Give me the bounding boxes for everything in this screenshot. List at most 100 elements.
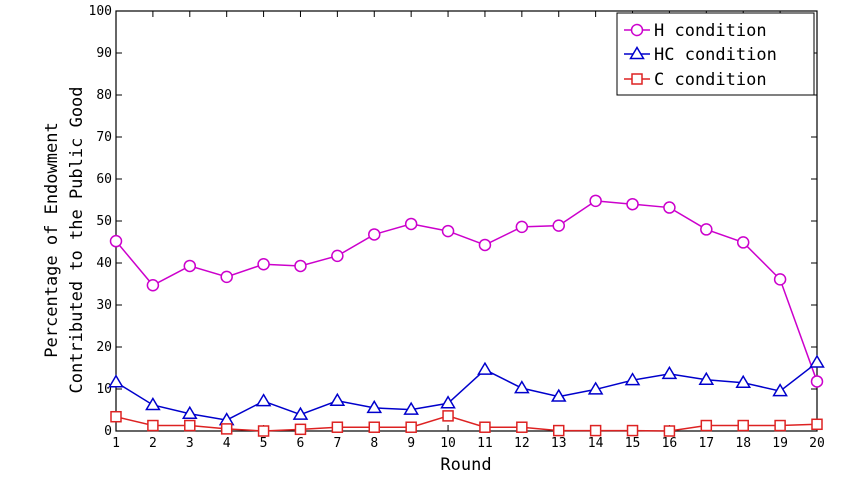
x-tick-label: 11 <box>477 436 493 451</box>
data-point <box>663 201 676 214</box>
legend-item-c: C condition <box>624 70 767 90</box>
x-tick-label: 7 <box>333 436 341 451</box>
x-tick-label: 19 <box>772 436 788 451</box>
data-point <box>698 371 715 386</box>
data-point <box>329 392 346 407</box>
x-tick-label: 8 <box>370 436 378 451</box>
data-point <box>589 424 602 437</box>
data-point <box>552 219 565 232</box>
y-tick-label: 10 <box>96 382 112 397</box>
data-point <box>479 421 491 433</box>
data-point <box>737 419 749 432</box>
y-tick-label: 70 <box>96 130 112 145</box>
data-point <box>809 354 825 368</box>
data-point <box>514 380 530 394</box>
series-line <box>115 415 818 432</box>
data-point <box>368 228 381 241</box>
series-layer <box>108 194 825 437</box>
data-point <box>773 273 787 286</box>
x-tick-label: 13 <box>551 436 567 451</box>
data-point <box>626 197 639 211</box>
data-point <box>331 421 344 433</box>
data-point <box>109 234 123 248</box>
y-tick-label: 20 <box>96 340 112 355</box>
series-1 <box>109 194 824 388</box>
y-tick-label: 90 <box>96 46 112 61</box>
data-point <box>147 419 159 432</box>
data-point <box>810 375 824 388</box>
legend-item-h: H condition <box>624 21 767 41</box>
data-point <box>183 259 197 273</box>
x-tick-label: 5 <box>260 436 268 451</box>
data-point <box>516 421 528 433</box>
x-tick-label: 2 <box>149 436 157 451</box>
data-point <box>331 249 344 263</box>
y-tick-label: 100 <box>89 4 112 19</box>
legend-marker-hc <box>629 46 645 60</box>
series-3 <box>110 410 823 437</box>
data-point <box>257 258 270 271</box>
legend-marker-c <box>631 73 643 85</box>
x-tick-label: 14 <box>588 436 604 451</box>
y-axis-title-line-2: Contributed to the Public Good <box>67 86 87 393</box>
legend-item-hc: HC condition <box>624 45 777 65</box>
x-tick-label: 3 <box>186 436 194 451</box>
data-point <box>403 401 419 415</box>
x-tick-label: 20 <box>809 436 825 451</box>
x-tick-label: 1 <box>112 436 120 451</box>
data-point <box>550 388 567 402</box>
data-point <box>626 424 639 437</box>
data-point <box>661 365 678 380</box>
x-tick-label: 12 <box>514 436 530 451</box>
data-point <box>700 419 713 432</box>
legend-label-c: C condition <box>654 70 767 90</box>
data-point <box>587 381 604 395</box>
data-point <box>257 425 270 437</box>
data-point <box>292 406 309 420</box>
y-tick-label: 30 <box>96 298 112 313</box>
data-point <box>700 223 713 236</box>
data-point <box>811 418 823 431</box>
x-tick-label: 10 <box>440 436 456 451</box>
x-tick-label: 9 <box>407 436 415 451</box>
data-point <box>405 421 417 433</box>
data-point <box>552 424 565 437</box>
x-tick-label: 6 <box>297 436 305 451</box>
data-point <box>110 410 122 423</box>
x-axis-title: Round <box>440 455 491 475</box>
data-point <box>146 279 160 292</box>
data-point <box>181 405 198 420</box>
data-point <box>663 425 676 437</box>
series-line <box>115 200 818 382</box>
legend-label-h: H condition <box>654 21 767 41</box>
data-point <box>477 361 493 375</box>
x-tick-label: 17 <box>698 436 714 451</box>
y-tick-label: 60 <box>96 172 112 187</box>
data-point <box>294 423 307 436</box>
data-point <box>774 419 786 432</box>
x-tick-label: 16 <box>662 436 678 451</box>
y-tick-label: 80 <box>96 88 112 103</box>
data-point <box>366 399 383 414</box>
data-point <box>624 372 641 386</box>
data-point <box>589 194 602 208</box>
x-tick-label: 4 <box>223 436 231 451</box>
data-point <box>515 220 529 234</box>
tick-labels: 1 2 3 4 5 6 7 8 9 10 11 12 13 14 15 16 17 18 19 20010203040… <box>89 4 825 451</box>
legend-label-hc: HC condition <box>654 45 777 65</box>
x-tick-label: 15 <box>625 436 641 451</box>
data-point <box>736 236 750 249</box>
data-point <box>145 396 161 411</box>
data-point <box>440 395 456 409</box>
y-tick-label: 0 <box>104 424 112 439</box>
data-point <box>772 383 788 397</box>
y-tick-label: 40 <box>96 256 112 271</box>
data-point <box>442 410 454 422</box>
legend: H condition HC condition C condition <box>616 12 815 96</box>
data-point <box>441 224 455 238</box>
data-point <box>404 217 418 231</box>
data-point <box>220 423 233 435</box>
data-point <box>294 259 307 273</box>
y-axis-title-line-1: Percentage of Endowment <box>42 122 62 357</box>
